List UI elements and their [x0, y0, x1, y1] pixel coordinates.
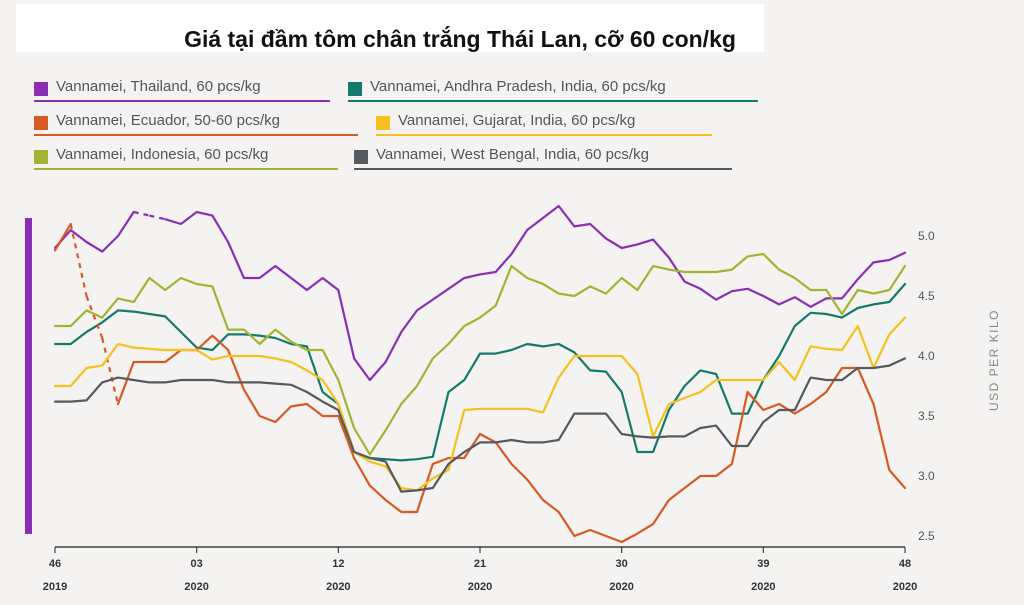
legend-label-thailand: Vannamei, Thailand, 60 pcs/kg	[56, 78, 261, 95]
x-tick-week: 21	[474, 558, 486, 570]
legend-swatch-thailand	[34, 82, 48, 96]
y-tick-label: 3.0	[918, 469, 935, 483]
title-background	[16, 4, 764, 52]
x-tick-week: 46	[49, 558, 61, 570]
x-tick-year: 2019	[43, 581, 67, 593]
legend-swatch-indonesia	[34, 150, 48, 164]
legend-underline-gujarat	[376, 134, 712, 136]
legend-label-andhra-pradesh: Vannamei, Andhra Pradesh, India, 60 pcs/…	[370, 78, 666, 95]
legend-swatch-ecuador	[34, 116, 48, 130]
y-tick-label: 3.5	[918, 409, 935, 423]
legend-item-indonesia: Vannamei, Indonesia, 60 pcs/kg	[34, 145, 338, 171]
legend-item-thailand: Vannamei, Thailand, 60 pcs/kg	[34, 77, 330, 103]
legend-item-west-bengal: Vannamei, West Bengal, India, 60 pcs/kg	[354, 145, 732, 171]
accent-bar	[25, 218, 32, 534]
x-tick-year: 2020	[893, 581, 917, 593]
legend-label-gujarat: Vannamei, Gujarat, India, 60 pcs/kg	[398, 112, 636, 129]
legend-underline-indonesia	[34, 168, 338, 170]
legend-item-gujarat: Vannamei, Gujarat, India, 60 pcs/kg	[376, 111, 712, 137]
legend-label-indonesia: Vannamei, Indonesia, 60 pcs/kg	[56, 146, 269, 163]
chart-title: Giá tại đầm tôm chân trắng Thái Lan, cỡ …	[184, 26, 736, 52]
y-tick-label: 5.0	[918, 229, 935, 243]
x-tick-week: 39	[757, 558, 769, 570]
legend-swatch-andhra-pradesh	[348, 82, 362, 96]
series-line-4	[53, 252, 907, 456]
legend-underline-ecuador	[34, 134, 358, 136]
legend-item-andhra-pradesh: Vannamei, Andhra Pradesh, India, 60 pcs/…	[348, 77, 758, 103]
legend-swatch-gujarat	[376, 116, 390, 130]
legend-label-west-bengal: Vannamei, West Bengal, India, 60 pcs/kg	[376, 146, 649, 163]
x-tick-year: 2020	[751, 581, 775, 593]
series-line-2	[53, 222, 907, 544]
y-tick-label: 2.5	[918, 529, 935, 543]
y-axis: 2.5 3.0 3.5 4.0 4.5 5.0	[918, 229, 935, 543]
series-line-5	[53, 357, 907, 493]
y-tick-label: 4.5	[918, 289, 935, 303]
series-gap-line-0	[133, 210, 166, 221]
y-axis-label: USD PER KILO	[987, 309, 1001, 411]
y-tick-label: 4.0	[918, 349, 935, 363]
x-tick-year: 2020	[468, 581, 492, 593]
x-tick-week: 12	[332, 558, 344, 570]
x-tick-week: 30	[616, 558, 628, 570]
legend-item-ecuador: Vannamei, Ecuador, 50-60 pcs/kg	[34, 111, 358, 137]
x-tick-year: 2020	[609, 581, 633, 593]
x-tick-week: 03	[191, 558, 203, 570]
series-line-3	[53, 316, 907, 492]
x-tick-week: 48	[899, 558, 911, 570]
series-gap-line-2	[69, 223, 120, 405]
legend-underline-thailand	[34, 100, 330, 102]
series-group	[53, 204, 907, 544]
x-tick-year: 2020	[326, 581, 350, 593]
series-line-0	[53, 204, 907, 382]
x-axis: 46 2019 03 2020 12 2020 21 2020 30 2020 39 2020 48 20…	[43, 547, 917, 593]
x-tick-year: 2020	[184, 581, 208, 593]
legend-swatch-west-bengal	[354, 150, 368, 164]
legend-underline-west-bengal	[354, 168, 732, 170]
legend-label-ecuador: Vannamei, Ecuador, 50-60 pcs/kg	[56, 112, 281, 129]
legend-underline-andhra-pradesh	[348, 100, 758, 102]
